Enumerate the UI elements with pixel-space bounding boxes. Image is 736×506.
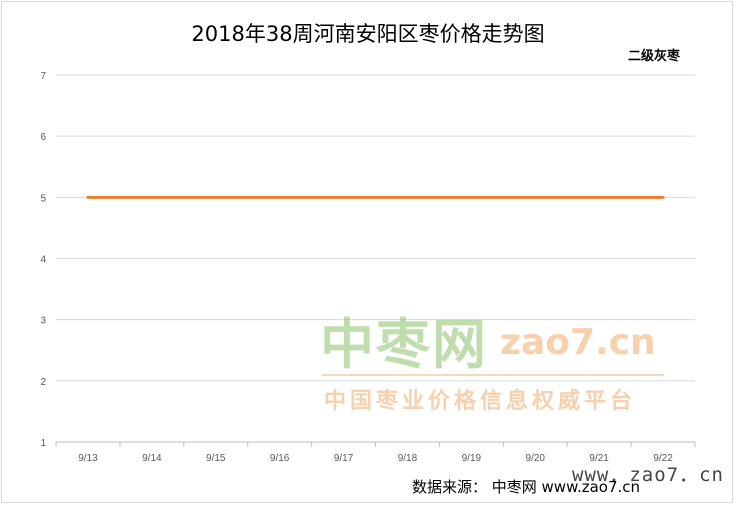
- x-tick-label: 9/14: [142, 453, 162, 464]
- x-tick-label: 9/20: [526, 453, 546, 464]
- legend-series-name: 二级灰枣: [628, 49, 681, 64]
- watermark-subtitle: 中国枣业价格信息权威平台: [324, 389, 637, 414]
- x-tick-label: 9/22: [653, 453, 673, 464]
- x-tick-label: 9/18: [398, 453, 418, 464]
- watermark-url: zao7.cn: [500, 322, 656, 363]
- y-tick-label: 5: [40, 193, 46, 204]
- y-tick-label: 7: [40, 71, 46, 82]
- x-tick-label: 9/17: [334, 453, 354, 464]
- chart-title: 2018年38周河南安阳区枣价格走势图: [191, 22, 545, 46]
- x-tick-label: 9/16: [270, 453, 290, 464]
- x-tick-label: 9/21: [589, 453, 609, 464]
- watermark-divider: [322, 374, 664, 376]
- y-tick-label: 6: [40, 132, 46, 143]
- x-tick-label: 9/13: [78, 453, 98, 464]
- y-tick-label: 3: [40, 316, 46, 327]
- watermark-url-bottom: www．zao7．cn: [572, 464, 724, 486]
- y-tick-label: 2: [40, 377, 46, 388]
- y-tick-label: 4: [40, 255, 46, 266]
- y-tick-label: 1: [40, 438, 46, 449]
- data-source: 数据来源： 中枣网 www.zao7.cn: [412, 478, 641, 496]
- watermark-logo-text: 中枣网: [320, 313, 488, 376]
- x-tick-label: 9/19: [462, 453, 482, 464]
- x-tick-label: 9/15: [206, 453, 226, 464]
